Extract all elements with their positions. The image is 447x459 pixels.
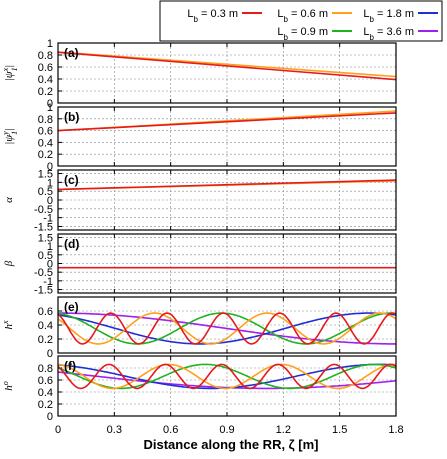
panel-frame (57, 296, 397, 354)
y-tick-label: 1.5 (38, 232, 53, 244)
series-line (58, 312, 396, 345)
legend-box (159, 0, 443, 42)
y-tick-label: 0.4 (38, 387, 53, 399)
legend-entry-label: Lb = 1.8 m (363, 8, 414, 24)
series-line (58, 363, 396, 390)
x-tick-label: 1.5 (332, 424, 347, 436)
panel-label: (c) (64, 173, 79, 187)
legend-entry-label: Lb = 3.6 m (363, 26, 414, 42)
y-axis-label: α (3, 197, 15, 203)
x-tick-label: 0 (55, 424, 61, 436)
y-axis-label: |ψ1x| (1, 65, 19, 81)
y-tick-label: 1 (47, 177, 53, 189)
y-tick-label: -0.5 (34, 204, 53, 216)
y-tick-label: 0.6 (38, 62, 53, 74)
y-tick-label: 0 (47, 161, 53, 173)
y-tick-label: 0.5 (38, 250, 53, 262)
panels: 00.20.40.60.81(a)|ψ1x|00.20.40.60.81(b)|… (1, 38, 397, 423)
y-tick-label: -1.5 (34, 221, 53, 233)
panel-b: 00.20.40.60.81 (b) |ψ1y| (1, 102, 397, 173)
panel-e: 0 0.2 0.4 0.6 (e) hx (1, 296, 397, 360)
y-tick-label: 1 (47, 102, 53, 114)
y-tick-label: 1 (47, 38, 53, 50)
y-axis-label: ho (1, 381, 16, 391)
y-tick-label: 0.4 (38, 74, 53, 86)
panel-c: -1.5-1-0.500.511.5 (c) α (3, 169, 397, 233)
series-line (58, 112, 396, 132)
y-tick-label: 1 (47, 241, 53, 253)
panel-frame (57, 42, 397, 104)
y-tick-label: 0.2 (38, 399, 53, 411)
panel-frame (57, 355, 397, 417)
panel-frame (57, 169, 397, 231)
y-tick-label: 0 (47, 259, 53, 271)
y-tick-label: -1.5 (34, 285, 53, 297)
y-tick-label: 0.5 (38, 186, 53, 198)
y-tick-label: 0.6 (38, 375, 53, 387)
panel-f: 00.20.40.60.8 (f) ho (1, 355, 397, 423)
x-tick-label: 1.8 (388, 424, 403, 436)
x-tick-label: 0.3 (107, 424, 122, 436)
x-axis: 0 0.3 0.6 0.9 1.2 1.5 1.8 (55, 424, 404, 436)
y-tick-label: 0.4 (38, 137, 53, 149)
y-tick-label: 0.4 (38, 320, 53, 332)
y-tick-label: -1 (43, 213, 53, 225)
y-tick-label: 0.2 (38, 149, 53, 161)
legend-entry-label: Lb = 0.6 m (277, 8, 328, 24)
panel-frame (57, 233, 397, 294)
y-axis-label: hx (1, 320, 16, 330)
panel-label: (b) (64, 110, 79, 124)
series-line (58, 179, 396, 191)
x-tick-label: 1.2 (276, 424, 291, 436)
y-tick-label: 0.2 (38, 334, 53, 346)
y-tick-label: 0 (47, 195, 53, 207)
series-line (58, 363, 396, 390)
y-axis-label: β (3, 260, 15, 267)
y-tick-label: 0.6 (38, 306, 53, 318)
y-tick-label: 0.6 (38, 126, 53, 138)
x-tick-label: 0.6 (163, 424, 178, 436)
y-tick-label: 1.5 (38, 169, 53, 181)
y-tick-label: 0 (47, 348, 53, 360)
legend-entry-label: Lb = 0.3 m (187, 8, 238, 24)
y-tick-label: 0.8 (38, 363, 53, 375)
legend: Lb = 0.3 m Lb = 0.6 m Lb = 1.8 m Lb = 0.9 m… (159, 0, 443, 42)
y-tick-label: -0.5 (34, 267, 53, 279)
y-tick-label: 0 (47, 411, 53, 423)
legend-entry-label: Lb = 0.9 m (277, 26, 328, 42)
y-tick-label: -1 (43, 276, 53, 288)
y-tick-label: 0.8 (38, 50, 53, 62)
series-line (58, 51, 396, 81)
panel-label: (a) (64, 46, 79, 60)
panel-label: (f) (64, 359, 76, 373)
y-tick-label: 0 (47, 98, 53, 110)
y-axis-label: |ψ1y| (1, 128, 19, 144)
series-line (58, 312, 396, 345)
x-tick-label: 0.9 (219, 424, 234, 436)
panel-d: -1.5-1-0.500.511.5 (d) β (3, 232, 397, 297)
y-tick-label: 0.2 (38, 86, 53, 98)
x-axis-label: Distance along the RR, ζ [m] (143, 437, 318, 452)
panel-label: (d) (64, 237, 79, 251)
panel-a: 00.20.40.60.81 (a) |ψ1x| (1, 38, 397, 110)
y-tick-label: 0.8 (38, 114, 53, 126)
panel-label: (e) (64, 300, 79, 314)
panel-frame (57, 106, 397, 167)
